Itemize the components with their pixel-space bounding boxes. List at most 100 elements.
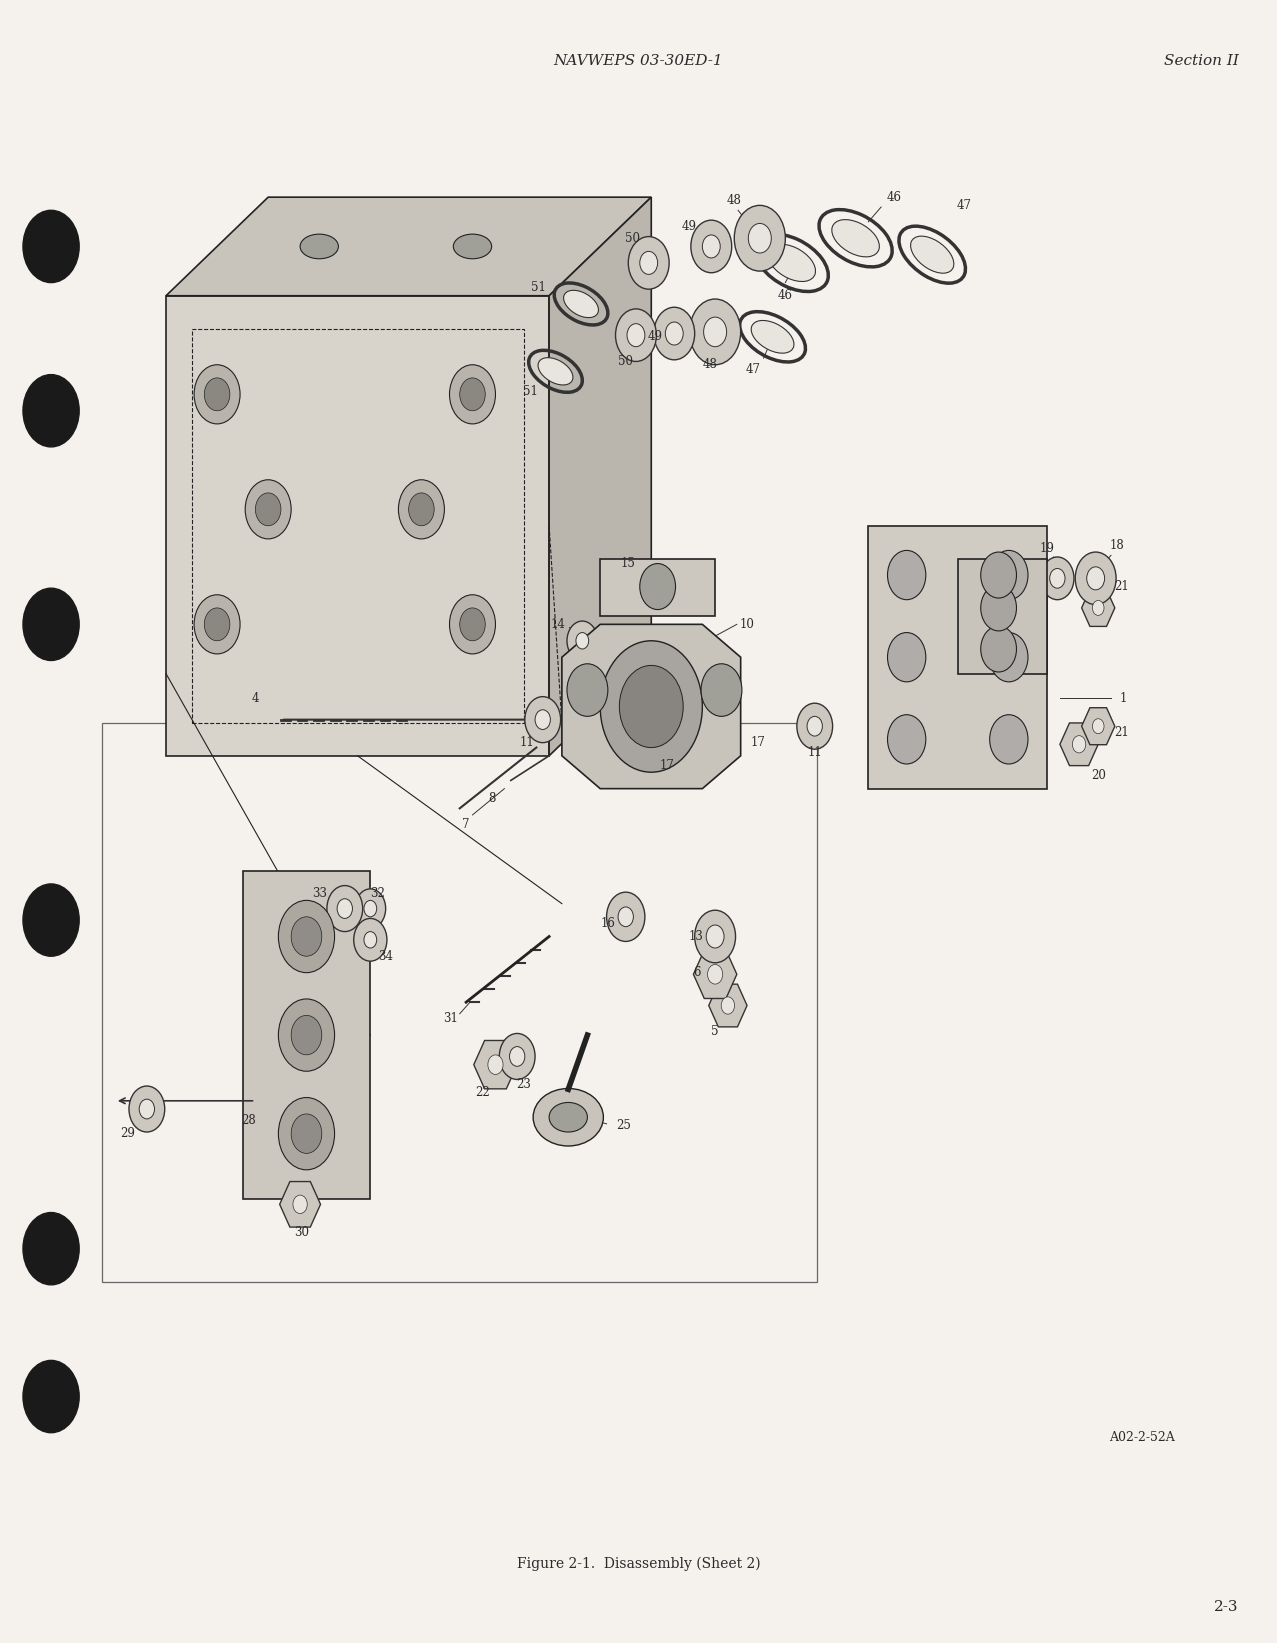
Ellipse shape xyxy=(364,900,377,917)
Circle shape xyxy=(194,595,240,654)
Circle shape xyxy=(245,480,291,539)
Ellipse shape xyxy=(695,910,736,963)
Text: 34: 34 xyxy=(378,950,393,963)
Text: 5: 5 xyxy=(711,1025,719,1038)
Circle shape xyxy=(23,588,79,660)
Circle shape xyxy=(990,715,1028,764)
Text: 23: 23 xyxy=(516,1078,531,1091)
Ellipse shape xyxy=(616,309,656,361)
Bar xyxy=(192,329,524,723)
Ellipse shape xyxy=(618,907,633,927)
Ellipse shape xyxy=(534,1088,603,1147)
Circle shape xyxy=(888,550,926,600)
Text: 11: 11 xyxy=(520,736,535,749)
Circle shape xyxy=(398,480,444,539)
Circle shape xyxy=(204,608,230,641)
Ellipse shape xyxy=(691,220,732,273)
Circle shape xyxy=(23,1213,79,1285)
Ellipse shape xyxy=(911,237,954,273)
Ellipse shape xyxy=(704,317,727,347)
Text: 31: 31 xyxy=(443,1012,458,1025)
Ellipse shape xyxy=(767,245,816,281)
Text: 19: 19 xyxy=(1039,542,1055,555)
Text: 1: 1 xyxy=(1120,692,1128,705)
FancyBboxPatch shape xyxy=(868,526,1047,789)
Ellipse shape xyxy=(525,697,561,743)
Ellipse shape xyxy=(337,899,352,918)
Text: 49: 49 xyxy=(682,220,697,233)
Ellipse shape xyxy=(1087,567,1105,590)
Ellipse shape xyxy=(607,892,645,941)
Circle shape xyxy=(450,365,495,424)
Ellipse shape xyxy=(665,322,683,345)
Ellipse shape xyxy=(654,307,695,360)
Ellipse shape xyxy=(549,1102,587,1132)
Circle shape xyxy=(23,375,79,447)
Circle shape xyxy=(23,1360,79,1433)
Text: 25: 25 xyxy=(616,1119,631,1132)
Text: 46: 46 xyxy=(778,289,793,302)
Circle shape xyxy=(990,633,1028,682)
Circle shape xyxy=(23,210,79,283)
Circle shape xyxy=(888,633,926,682)
Circle shape xyxy=(291,917,322,956)
Ellipse shape xyxy=(535,710,550,729)
Text: 10: 10 xyxy=(739,618,755,631)
Polygon shape xyxy=(1082,708,1115,744)
Ellipse shape xyxy=(1073,736,1085,752)
Circle shape xyxy=(701,664,742,716)
Circle shape xyxy=(981,552,1016,598)
Text: 29: 29 xyxy=(120,1127,135,1140)
Ellipse shape xyxy=(610,582,641,601)
Polygon shape xyxy=(280,1181,321,1227)
Text: A02-2-52A: A02-2-52A xyxy=(1110,1431,1175,1444)
Circle shape xyxy=(981,585,1016,631)
Circle shape xyxy=(23,884,79,956)
Text: 4: 4 xyxy=(252,692,259,705)
Ellipse shape xyxy=(722,997,734,1014)
Text: 14: 14 xyxy=(550,618,566,631)
Circle shape xyxy=(460,608,485,641)
Polygon shape xyxy=(693,950,737,999)
Ellipse shape xyxy=(748,223,771,253)
Text: 8: 8 xyxy=(488,792,495,805)
Ellipse shape xyxy=(499,1033,535,1079)
Circle shape xyxy=(255,493,281,526)
Ellipse shape xyxy=(567,621,598,660)
Text: 13: 13 xyxy=(688,930,704,943)
Text: 22: 22 xyxy=(475,1086,490,1099)
Text: 21: 21 xyxy=(1114,580,1129,593)
Circle shape xyxy=(291,1015,322,1055)
Ellipse shape xyxy=(364,932,377,948)
Ellipse shape xyxy=(1041,557,1074,600)
Polygon shape xyxy=(709,984,747,1027)
Text: 30: 30 xyxy=(294,1226,309,1239)
Text: 51: 51 xyxy=(531,281,547,294)
Circle shape xyxy=(450,595,495,654)
Text: 47: 47 xyxy=(746,363,761,376)
Circle shape xyxy=(600,641,702,772)
Text: 32: 32 xyxy=(370,887,386,900)
Ellipse shape xyxy=(563,291,599,317)
Ellipse shape xyxy=(1092,718,1105,734)
Polygon shape xyxy=(958,559,1047,674)
Text: 2-3: 2-3 xyxy=(1214,1600,1239,1613)
Text: Figure 2-1.  Disassembly (Sheet 2): Figure 2-1. Disassembly (Sheet 2) xyxy=(517,1558,760,1571)
Ellipse shape xyxy=(327,886,363,932)
Ellipse shape xyxy=(807,716,822,736)
Circle shape xyxy=(888,715,926,764)
Ellipse shape xyxy=(831,220,880,256)
Circle shape xyxy=(278,1098,335,1170)
Circle shape xyxy=(460,378,485,411)
Text: 18: 18 xyxy=(1110,539,1125,552)
Ellipse shape xyxy=(355,889,386,928)
Circle shape xyxy=(990,550,1028,600)
Ellipse shape xyxy=(797,703,833,749)
Text: 15: 15 xyxy=(621,557,636,570)
Ellipse shape xyxy=(453,233,492,258)
Ellipse shape xyxy=(734,205,785,271)
Bar xyxy=(102,723,817,1282)
Ellipse shape xyxy=(300,233,338,258)
Text: 28: 28 xyxy=(241,1114,257,1127)
Text: Section II: Section II xyxy=(1163,54,1239,67)
